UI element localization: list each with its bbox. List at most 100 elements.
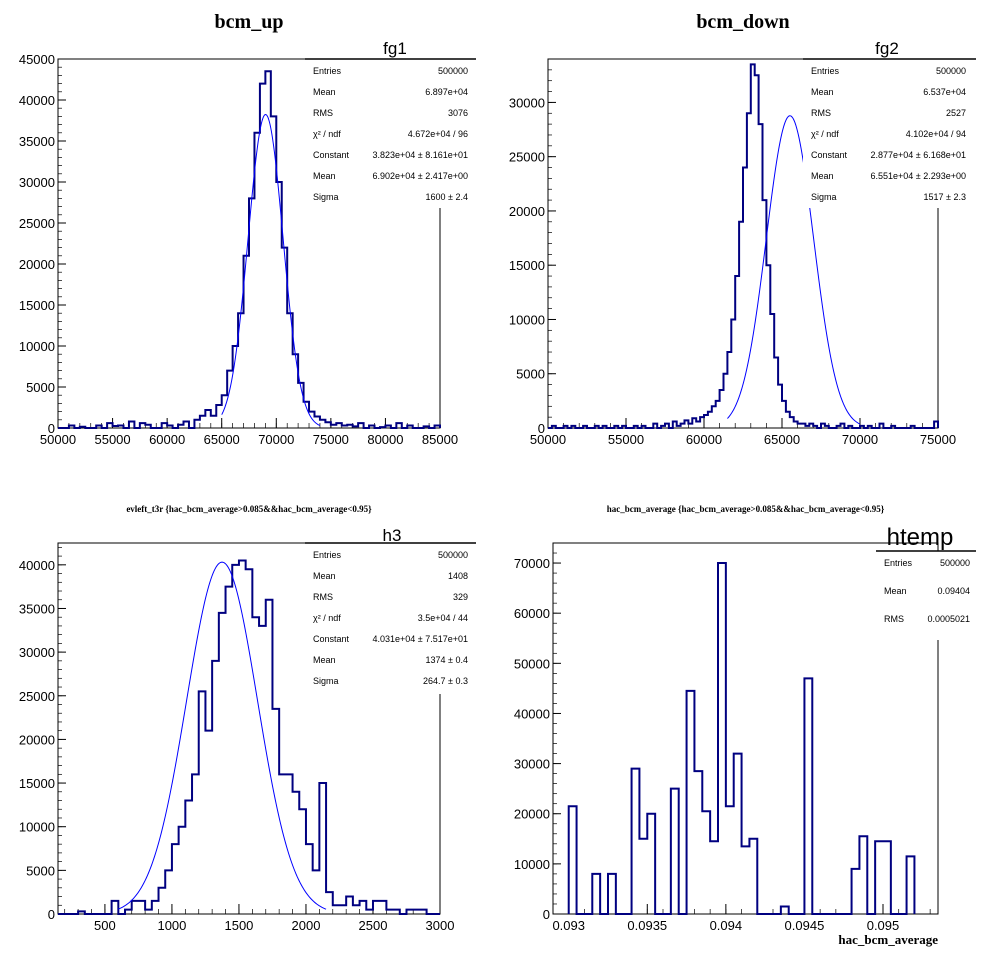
stats-value: 1600 ± 2.4 [426, 192, 468, 202]
x-tick-label: 60000 [686, 432, 722, 447]
x-tick-label: 2000 [292, 918, 321, 933]
stats-key: Constant [313, 150, 350, 160]
stats-key: Sigma [811, 192, 837, 202]
stats-key: RMS [884, 614, 904, 624]
stats-key: RMS [313, 592, 333, 602]
y-tick-label: 0 [538, 421, 545, 436]
histogram-series [58, 559, 440, 915]
y-tick-label: 10000 [19, 339, 55, 354]
y-tick-label: 40000 [514, 706, 550, 721]
pad-bcm-up: bcm_up 0 5000 10000 15000 20000 25000 30000 3500… [19, 11, 476, 447]
stats-value: 4.672e+04 / 96 [408, 129, 468, 139]
stats-key: Constant [313, 634, 350, 644]
x-tick-label: 1500 [224, 918, 253, 933]
y-tick-label: 25000 [509, 150, 545, 165]
histogram-name: htemp [887, 524, 954, 551]
x-tick-label: 75000 [313, 432, 349, 447]
stats-value: 329 [453, 592, 468, 602]
stats-value: 6.551e+04 ± 2.293e+00 [870, 171, 966, 181]
stats-box [803, 59, 976, 208]
stats-value: 1517 ± 2.3 [924, 192, 966, 202]
x-tick-label: 55000 [94, 432, 130, 447]
y-tick-label: 10000 [19, 820, 55, 835]
x-tick-label: 3000 [426, 918, 455, 933]
stats-key: Sigma [313, 192, 339, 202]
x-tick-label: 0.095 [867, 918, 900, 933]
x-tick-label: 70000 [258, 432, 294, 447]
gaussian-fit-curve [118, 561, 327, 910]
stats-value: 0.0005021 [927, 614, 970, 624]
stats-key: Mean [884, 586, 907, 596]
stats-key: Sigma [313, 676, 339, 686]
stats-key: Entries [811, 66, 840, 76]
y-tick-label: 40000 [19, 558, 55, 573]
y-tick-label: 60000 [514, 606, 550, 621]
pad-bcm-down: bcm_down 0 5000 10000 15000 20000 25000 30000 50… [509, 11, 976, 447]
histogram-name: h3 [383, 526, 402, 545]
x-tick-label: 60000 [149, 432, 185, 447]
stats-value: 1408 [448, 571, 468, 581]
y-tick-label: 35000 [19, 601, 55, 616]
x-tick-label: 85000 [422, 432, 458, 447]
y-tick-label: 35000 [19, 134, 55, 149]
stats-key: RMS [313, 108, 333, 118]
stats-key: Entries [313, 66, 342, 76]
plot-title: hac_bcm_average {hac_bcm_average>0.085&&… [607, 504, 885, 514]
x-tick-label: 75000 [920, 432, 956, 447]
y-tick-label: 5000 [26, 380, 55, 395]
y-tick-label: 30000 [19, 645, 55, 660]
stats-value: 3.823e+04 ± 8.161e+01 [372, 150, 468, 160]
stats-value: 6.537e+04 [923, 87, 966, 97]
x-tick-label: 70000 [842, 432, 878, 447]
stats-key: Entries [884, 558, 913, 568]
x-axis-label: hac_bcm_average [838, 932, 938, 947]
stats-key: Mean [811, 171, 834, 181]
y-tick-label: 10000 [509, 312, 545, 327]
stats-key: Mean [313, 171, 336, 181]
y-tick-label: 15000 [19, 776, 55, 791]
histogram-series [548, 63, 939, 429]
stats-box [305, 59, 476, 208]
stats-value: 500000 [438, 66, 468, 76]
x-tick-label: 80000 [367, 432, 403, 447]
stats-box [305, 543, 476, 694]
x-tick-label: 50000 [40, 432, 76, 447]
x-tick-label: 55000 [608, 432, 644, 447]
y-tick-label: 25000 [19, 689, 55, 704]
y-tick-label: 5000 [26, 863, 55, 878]
stats-value: 2.877e+04 ± 6.168e+01 [870, 150, 966, 160]
y-tick-label: 40000 [19, 93, 55, 108]
y-tick-label: 50000 [514, 656, 550, 671]
plot-frame [57, 542, 441, 915]
x-tick-label: 1000 [157, 918, 186, 933]
stats-key: Mean [313, 87, 336, 97]
stats-value: 3.5e+04 / 44 [418, 613, 468, 623]
stats-value: 1374 ± 0.4 [426, 655, 468, 665]
y-tick-label: 20000 [514, 807, 550, 822]
y-tick-label: 0 [48, 421, 55, 436]
y-tick-label: 10000 [514, 857, 550, 872]
x-tick-label: 0.0945 [785, 918, 825, 933]
x-tick-label: 0.0935 [627, 918, 667, 933]
y-tick-label: 20000 [19, 257, 55, 272]
stats-key: χ² / ndf [811, 129, 839, 139]
x-tick-label: 0.094 [710, 918, 743, 933]
stats-box [876, 551, 976, 640]
x-tick-label: 65000 [204, 432, 240, 447]
y-tick-label: 15000 [19, 298, 55, 313]
x-tick-label: 50000 [530, 432, 566, 447]
stats-value: 6.902e+04 ± 2.417e+00 [372, 171, 468, 181]
x-tick-label: 2500 [359, 918, 388, 933]
stats-value: 0.09404 [937, 586, 970, 596]
stats-key: Mean [313, 655, 336, 665]
y-tick-label: 25000 [19, 216, 55, 231]
stats-value: 4.102e+04 / 94 [906, 129, 966, 139]
stats-key: Mean [811, 87, 834, 97]
stats-key: Entries [313, 550, 342, 560]
plot-title: bcm_up [215, 11, 284, 33]
plot-frame [57, 58, 441, 429]
stats-key: χ² / ndf [313, 129, 341, 139]
gaussian-fit-curve [221, 114, 321, 426]
x-tick-label: 65000 [764, 432, 800, 447]
y-tick-label: 20000 [509, 204, 545, 219]
